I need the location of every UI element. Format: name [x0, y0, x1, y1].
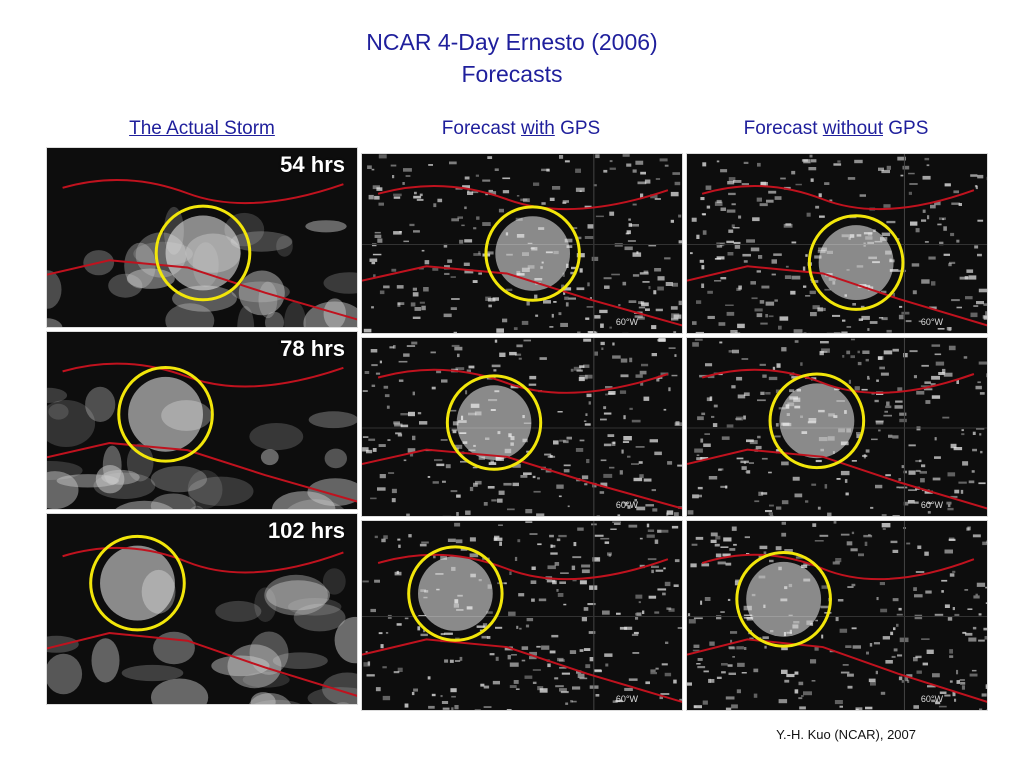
panel-without-gps-102h: 60°W [686, 520, 988, 711]
forecast-hour-label: 54 hrs [280, 152, 345, 177]
column-header-with-gps: Forecast with GPS [360, 118, 682, 140]
panel-without-gps-78h: 60°W [686, 337, 988, 517]
panel-actual-78h: 78 hrs [46, 331, 358, 510]
without-gps-emph: without [822, 118, 883, 139]
slide-title: NCAR 4-Day Ernesto (2006) Forecasts [0, 26, 1024, 90]
satellite-image [47, 534, 357, 704]
longitude-label: 60°W [920, 500, 943, 510]
longitude-label: 60°W [615, 500, 638, 510]
forecast-image [687, 338, 987, 516]
forecast-image [687, 154, 987, 333]
longitude-label: 60°W [615, 694, 638, 704]
forecast-hour-label: 102 hrs [267, 518, 345, 543]
panel-actual-102h: 102 hrs [46, 513, 358, 705]
without-gps-suffix: GPS [883, 118, 929, 139]
column-header-actual-label: The Actual Storm [129, 118, 275, 139]
panel-with-gps-102h: 60°W [361, 520, 683, 711]
forecast-image [362, 154, 682, 333]
slide-title-line2: Forecasts [461, 61, 563, 87]
column-header-actual: The Actual Storm [46, 118, 358, 140]
longitude-label: 60°W [920, 694, 943, 704]
panel-actual-54h: 54 hrs [46, 147, 358, 328]
panel-with-gps-78h: 60°W [361, 337, 683, 517]
credit-line: Y.-H. Kuo (NCAR), 2007 [776, 727, 916, 742]
satellite-image [47, 362, 357, 509]
slide-title-line1: NCAR 4-Day Ernesto (2006) [366, 29, 658, 55]
longitude-label: 60°W [615, 317, 638, 327]
forecast-image [362, 521, 682, 710]
panel-without-gps-54h: 60°W [686, 153, 988, 334]
forecast-image [362, 338, 682, 516]
with-gps-suffix: GPS [554, 118, 601, 139]
column-header-without-gps: Forecast without GPS [685, 118, 987, 140]
longitude-label: 60°W [920, 317, 943, 327]
panel-with-gps-54h: 60°W [361, 153, 683, 334]
satellite-image [47, 178, 357, 327]
with-gps-prefix: Forecast [441, 118, 521, 139]
forecast-image [687, 521, 987, 710]
without-gps-prefix: Forecast [743, 118, 823, 139]
with-gps-emph: with [521, 118, 555, 139]
forecast-hour-label: 78 hrs [280, 336, 345, 361]
